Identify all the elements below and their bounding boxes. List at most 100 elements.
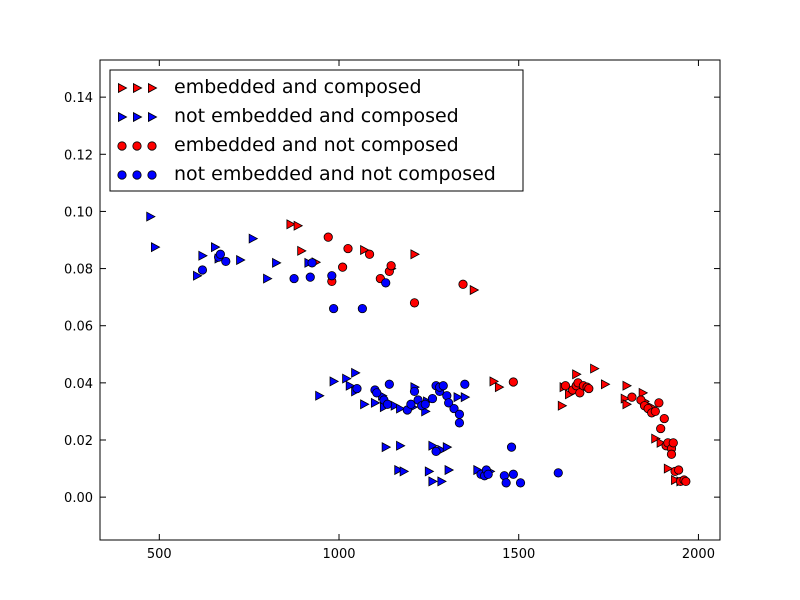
point-embedded-and-not-composed-7 bbox=[386, 261, 396, 271]
point-not-embedded-and-not-composed-30 bbox=[444, 398, 454, 408]
point-embedded-and-not-composed-0 bbox=[323, 232, 333, 242]
point-not-embedded-and-not-composed-16 bbox=[384, 379, 394, 389]
legend-entry-not-embedded-and-not-composed: not embedded and not composed bbox=[117, 163, 496, 185]
point-embedded-and-not-composed-15 bbox=[575, 388, 585, 398]
legend-marker-not-embedded-and-not-composed-2 bbox=[147, 170, 157, 180]
legend-label-embedded-and-not-composed: embedded and not composed bbox=[174, 134, 459, 156]
point-not-embedded-and-not-composed-8 bbox=[329, 303, 339, 314]
point-not-embedded-and-composed-17 bbox=[360, 399, 370, 410]
legend-label-embedded-and-composed: embedded and composed bbox=[174, 76, 422, 98]
point-embedded-and-composed-24 bbox=[663, 463, 674, 474]
y-tick-label-6: 0.12 bbox=[64, 148, 93, 163]
y-tick-label-0: 0.00 bbox=[64, 491, 93, 506]
point-embedded-and-composed-23 bbox=[656, 437, 667, 448]
point-embedded-and-not-composed-31 bbox=[666, 449, 677, 459]
point-not-embedded-and-not-composed-31 bbox=[449, 403, 459, 414]
point-not-embedded-and-not-composed-38 bbox=[483, 469, 493, 479]
point-not-embedded-and-not-composed-3 bbox=[221, 256, 231, 267]
point-not-embedded-and-not-composed-42 bbox=[508, 469, 518, 479]
legend-marker-not-embedded-and-composed-1 bbox=[132, 111, 143, 123]
point-not-embedded-and-composed-36 bbox=[442, 442, 453, 453]
point-embedded-and-composed-15 bbox=[600, 379, 611, 390]
y-tick-label-5: 0.10 bbox=[64, 205, 93, 220]
x-tick-label-1500: 1500 bbox=[502, 547, 535, 562]
point-not-embedded-and-composed-11 bbox=[315, 390, 325, 401]
point-embedded-and-composed-22 bbox=[651, 433, 661, 444]
x-tick-label-2000: 2000 bbox=[682, 547, 715, 562]
point-not-embedded-and-composed-15 bbox=[351, 367, 361, 378]
point-not-embedded-and-not-composed-32 bbox=[454, 409, 465, 419]
point-not-embedded-and-not-composed-5 bbox=[305, 272, 315, 282]
point-embedded-and-composed-1 bbox=[293, 220, 304, 231]
legend-marker-embedded-and-composed-1 bbox=[132, 82, 143, 94]
legend-marker-not-embedded-and-composed-2 bbox=[147, 111, 158, 123]
point-embedded-and-not-composed-34 bbox=[674, 465, 684, 475]
point-embedded-and-not-composed-18 bbox=[584, 383, 594, 394]
point-embedded-and-not-composed-27 bbox=[659, 413, 669, 424]
series-embedded-and-not-composed bbox=[323, 232, 691, 487]
point-embedded-and-composed-2 bbox=[297, 245, 307, 256]
legend-entry-embedded-and-not-composed: embedded and not composed bbox=[117, 134, 459, 156]
point-not-embedded-and-composed-3 bbox=[198, 250, 208, 261]
axis-ticks: 500 1000 1500 2000 0.00 0.02 0.04 0.06 0.08 0.10 0… bbox=[64, 60, 720, 562]
point-not-embedded-and-composed-1 bbox=[150, 242, 161, 253]
point-not-embedded-and-composed-39 bbox=[460, 392, 471, 403]
point-not-embedded-and-composed-2 bbox=[193, 270, 203, 281]
plot-frame bbox=[99, 59, 721, 541]
x-tick-label-1000: 1000 bbox=[322, 547, 355, 562]
point-not-embedded-and-composed-6 bbox=[236, 254, 246, 266]
point-embedded-and-not-composed-25 bbox=[654, 398, 664, 408]
point-embedded-and-composed-8 bbox=[489, 376, 500, 387]
point-embedded-and-composed-0 bbox=[286, 219, 296, 230]
legend-entry-not-embedded-and-composed: not embedded and composed bbox=[118, 105, 459, 127]
legend-label-not-embedded-and-not-composed: not embedded and not composed bbox=[174, 163, 496, 185]
point-not-embedded-and-composed-7 bbox=[248, 233, 259, 244]
legend-marker-not-embedded-and-not-composed-0 bbox=[117, 170, 127, 180]
point-not-embedded-and-not-composed-28 bbox=[438, 381, 448, 391]
point-embedded-and-not-composed-9 bbox=[458, 279, 468, 289]
point-embedded-and-composed-25 bbox=[671, 474, 681, 486]
point-not-embedded-and-not-composed-2 bbox=[215, 249, 226, 259]
point-embedded-and-not-composed-8 bbox=[409, 298, 420, 308]
point-embedded-and-composed-19 bbox=[638, 387, 649, 398]
point-embedded-and-not-composed-24 bbox=[650, 406, 660, 417]
point-not-embedded-and-not-composed-33 bbox=[454, 418, 465, 428]
point-not-embedded-and-not-composed-4 bbox=[289, 273, 299, 284]
legend-marker-not-embedded-and-not-composed-1 bbox=[132, 170, 142, 180]
point-not-embedded-and-not-composed-25 bbox=[431, 446, 441, 457]
legend: embedded and composed not embedded and co… bbox=[109, 69, 524, 192]
point-not-embedded-and-not-composed-43 bbox=[515, 478, 526, 488]
point-not-embedded-and-not-composed-40 bbox=[501, 478, 511, 488]
x-tick-label-500: 500 bbox=[147, 547, 172, 562]
point-not-embedded-and-composed-37 bbox=[444, 464, 455, 476]
point-embedded-and-composed-6 bbox=[410, 249, 420, 260]
point-embedded-and-composed-14 bbox=[590, 363, 600, 374]
point-not-embedded-and-composed-8 bbox=[263, 273, 273, 284]
point-not-embedded-and-not-composed-34 bbox=[460, 379, 470, 389]
point-not-embedded-and-composed-0 bbox=[146, 211, 156, 222]
point-not-embedded-and-not-composed-22 bbox=[420, 399, 430, 409]
legend-box bbox=[109, 69, 524, 192]
point-not-embedded-and-not-composed-14 bbox=[381, 278, 391, 288]
point-not-embedded-and-not-composed-41 bbox=[506, 442, 517, 452]
point-embedded-and-composed-10 bbox=[557, 400, 568, 411]
point-not-embedded-and-not-composed-18 bbox=[406, 399, 416, 409]
point-not-embedded-and-not-composed-15 bbox=[382, 399, 393, 409]
point-not-embedded-and-composed-33 bbox=[428, 476, 438, 487]
point-not-embedded-and-composed-35 bbox=[437, 476, 447, 487]
legend-marker-not-embedded-and-composed-0 bbox=[118, 111, 128, 123]
point-embedded-and-not-composed-10 bbox=[508, 377, 518, 387]
point-embedded-and-composed-7 bbox=[469, 284, 480, 296]
y-tick-label-4: 0.08 bbox=[64, 263, 93, 278]
point-not-embedded-and-not-composed-9 bbox=[357, 303, 367, 314]
point-not-embedded-and-composed-25 bbox=[394, 464, 404, 476]
y-tick-label-3: 0.06 bbox=[64, 320, 93, 335]
legend-marker-embedded-and-not-composed-1 bbox=[132, 141, 142, 151]
point-not-embedded-and-composed-26 bbox=[399, 466, 410, 477]
series-not-embedded-and-not-composed bbox=[197, 249, 563, 488]
point-not-embedded-and-not-composed-44 bbox=[553, 468, 563, 478]
point-embedded-and-not-composed-4 bbox=[364, 249, 375, 259]
point-not-embedded-and-not-composed-7 bbox=[327, 271, 337, 281]
point-not-embedded-and-not-composed-19 bbox=[409, 386, 420, 397]
